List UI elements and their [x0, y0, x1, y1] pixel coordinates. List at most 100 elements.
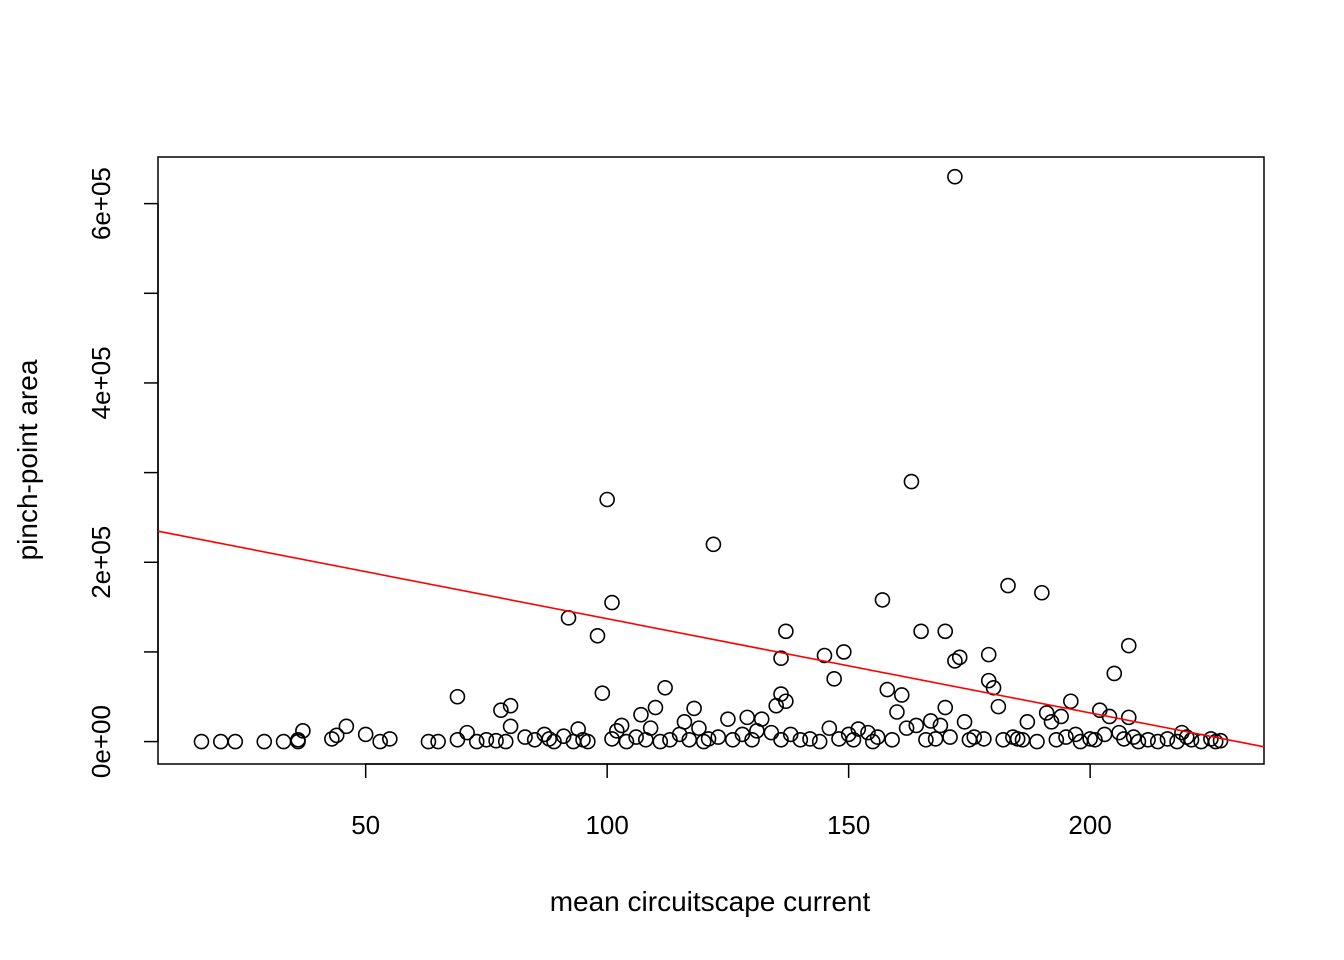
regression-line	[157, 530, 1265, 748]
data-point	[898, 720, 915, 736]
x-tick-label: 50	[351, 810, 380, 840]
data-point	[546, 733, 562, 750]
data-point	[937, 623, 954, 640]
y-tick-label: 4e+05	[86, 346, 116, 419]
data-point	[382, 731, 398, 747]
data-point	[1034, 584, 1050, 601]
data-point	[956, 714, 973, 730]
data-point	[980, 646, 997, 663]
data-point	[845, 731, 862, 748]
data-point	[1130, 733, 1147, 750]
y-tick-label: 2e+05	[86, 526, 116, 599]
data-point	[811, 733, 828, 750]
data-point	[826, 671, 842, 687]
data-point	[295, 723, 311, 739]
data-point	[889, 704, 905, 720]
data-point	[478, 731, 495, 748]
data-point	[1125, 729, 1142, 745]
data-points	[193, 168, 1229, 750]
x-axis: 50 100 150 200	[351, 763, 1112, 840]
data-point	[502, 718, 519, 735]
data-point	[792, 731, 809, 748]
data-point	[734, 726, 751, 743]
x-tick-label: 200	[1068, 810, 1111, 840]
y-axis: 0e+00 2e+05 4e+05 6e+05	[86, 167, 159, 778]
data-point	[903, 473, 920, 490]
data-point	[1183, 731, 1200, 748]
data-point	[739, 709, 756, 726]
data-point	[372, 733, 388, 750]
x-axis-label: mean circuitscape current	[550, 886, 871, 917]
data-point	[338, 718, 355, 735]
data-point	[778, 693, 794, 710]
data-point	[1193, 733, 1210, 750]
data-point	[942, 729, 958, 745]
data-point	[720, 711, 736, 727]
data-point	[1038, 705, 1055, 721]
data-point	[705, 536, 722, 553]
data-point	[662, 731, 678, 748]
data-point	[1101, 708, 1118, 725]
x-tick-label: 100	[585, 810, 628, 840]
data-point	[850, 721, 867, 737]
data-point	[449, 688, 466, 705]
data-point	[459, 724, 475, 741]
data-point	[1159, 731, 1176, 747]
data-point	[633, 706, 649, 723]
data-point	[1058, 729, 1074, 745]
data-point	[676, 714, 693, 730]
data-point	[604, 731, 620, 747]
data-point	[1087, 731, 1103, 748]
data-point	[918, 731, 934, 748]
data-point	[937, 699, 954, 716]
y-axis-label: pinch-point area	[12, 359, 43, 560]
data-point	[869, 729, 886, 745]
data-point	[488, 732, 504, 749]
data-point	[1149, 733, 1166, 750]
data-point	[256, 733, 273, 750]
data-point	[966, 729, 983, 745]
data-point	[947, 653, 963, 669]
data-point	[995, 731, 1011, 748]
data-point	[468, 733, 485, 750]
data-point	[932, 717, 949, 734]
data-point	[778, 623, 794, 640]
data-point	[628, 729, 644, 745]
data-point	[691, 720, 707, 736]
data-point	[1048, 731, 1065, 748]
data-point	[657, 679, 673, 696]
data-point	[821, 720, 838, 736]
x-tick-label: 150	[827, 810, 870, 840]
data-point	[773, 731, 789, 748]
data-point	[420, 733, 437, 750]
data-point	[275, 733, 292, 750]
data-point	[324, 731, 340, 747]
data-point	[357, 726, 374, 743]
data-point	[1000, 577, 1016, 594]
data-point	[773, 650, 789, 667]
data-point	[589, 627, 606, 644]
data-point	[893, 687, 910, 703]
data-point	[922, 713, 939, 729]
data-point	[700, 731, 717, 747]
data-point	[328, 727, 345, 744]
data-point	[618, 733, 635, 750]
data-point	[517, 729, 533, 745]
data-point	[609, 723, 625, 739]
data-point	[686, 700, 702, 717]
data-point	[836, 644, 852, 660]
data-point	[1212, 732, 1229, 749]
data-point	[1106, 665, 1123, 682]
data-point	[1120, 637, 1137, 654]
data-point	[763, 724, 780, 741]
data-point	[753, 711, 770, 727]
data-point	[874, 592, 891, 608]
data-point	[1043, 714, 1060, 730]
data-point	[816, 647, 833, 664]
data-point	[604, 594, 620, 611]
data-point	[782, 726, 799, 743]
data-point	[802, 731, 818, 747]
data-point	[1116, 731, 1132, 747]
plot-frame	[157, 156, 1265, 765]
